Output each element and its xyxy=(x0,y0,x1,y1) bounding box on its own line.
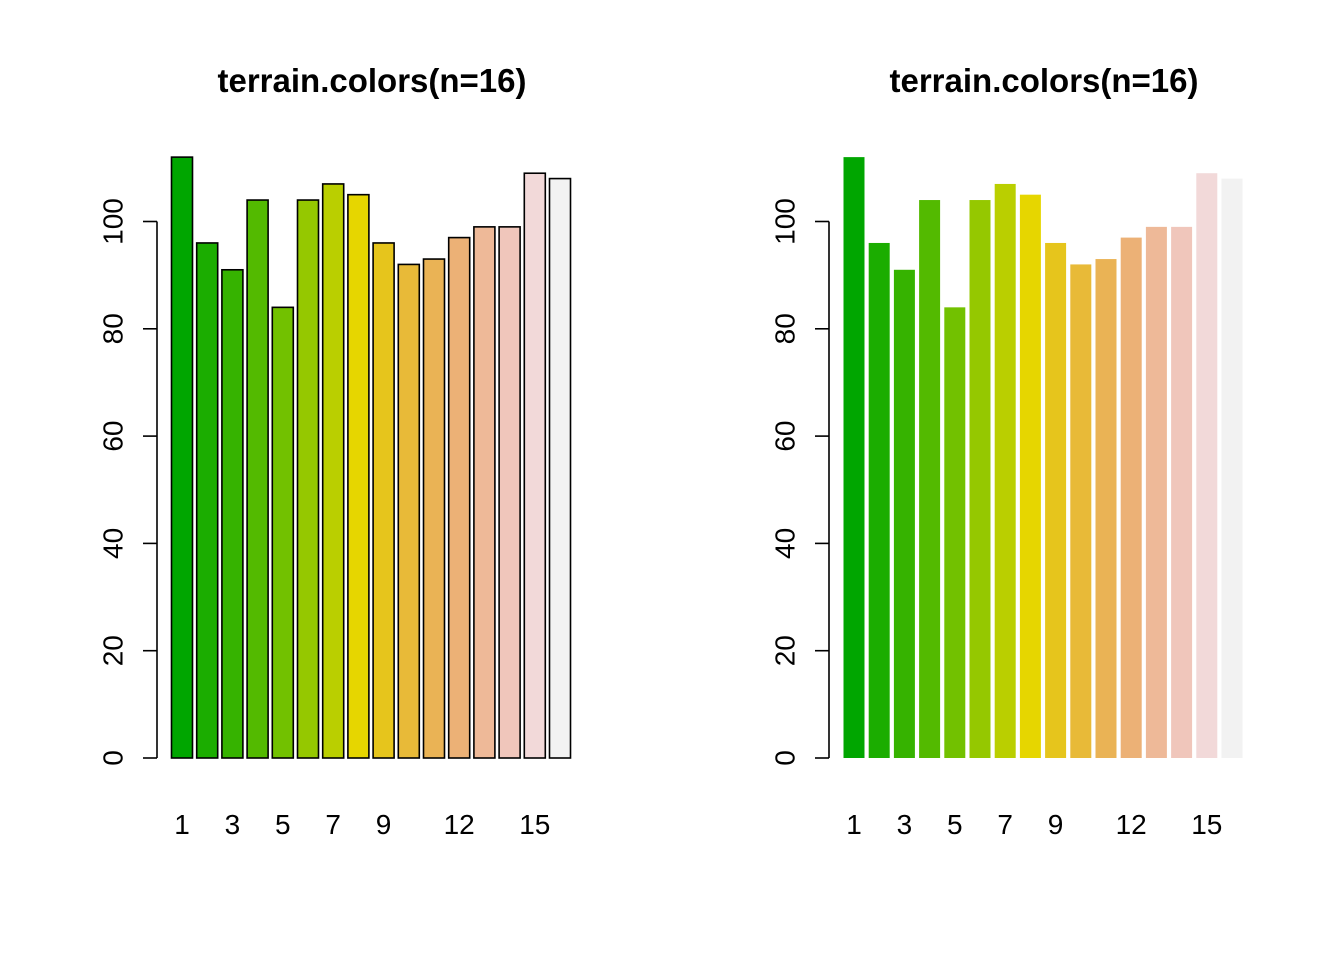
y-tick-label: 40 xyxy=(770,528,801,559)
x-tick-label: 15 xyxy=(519,809,550,840)
bar-7 xyxy=(321,183,345,759)
bar-14 xyxy=(498,226,521,759)
bar-1 xyxy=(843,157,865,758)
x-tick-label: 12 xyxy=(1116,809,1147,840)
bar-14 xyxy=(1171,226,1193,759)
x-tick-label: 15 xyxy=(1191,809,1222,840)
bar-2 xyxy=(195,242,219,759)
x-tick-label: 1 xyxy=(846,809,862,840)
bar-8 xyxy=(347,193,370,759)
x-tick-label: 9 xyxy=(376,809,392,840)
bar-4 xyxy=(246,199,269,759)
bar-6 xyxy=(296,199,320,759)
bar-9 xyxy=(372,242,395,759)
bar-3 xyxy=(893,269,915,758)
bar-12 xyxy=(1120,237,1142,759)
bar-6 xyxy=(969,200,991,759)
bar-10 xyxy=(1070,264,1092,758)
bar-9 xyxy=(1045,242,1067,758)
bar-8 xyxy=(1019,194,1041,759)
y-tick-label: 60 xyxy=(98,421,129,452)
bar-16 xyxy=(548,177,572,759)
x-tick-label: 1 xyxy=(174,809,190,840)
bar-10 xyxy=(397,263,421,759)
chart-title: terrain.colors(n=16) xyxy=(217,62,526,99)
bar-12 xyxy=(447,236,471,759)
left-bar-chart: terrain.colors(n=16) 0 20 40 60 80 100 1 3 5 7 9 12… xyxy=(98,62,572,840)
bar-4 xyxy=(919,200,941,759)
bar-7 xyxy=(994,183,1016,758)
y-tick-label: 60 xyxy=(770,421,801,452)
bar-3 xyxy=(221,268,244,759)
bar-13 xyxy=(473,226,496,759)
chart-title: terrain.colors(n=16) xyxy=(889,62,1198,99)
x-tick-label: 3 xyxy=(225,809,241,840)
x-tick-label: 9 xyxy=(1048,809,1064,840)
x-tick-label: 3 xyxy=(897,809,913,840)
y-tick-label: 40 xyxy=(98,528,129,559)
y-tick-label: 0 xyxy=(770,750,801,766)
bar-16 xyxy=(1221,178,1243,758)
bar-15 xyxy=(523,172,547,759)
bar-5 xyxy=(944,307,966,758)
y-tick-label: 0 xyxy=(98,750,129,766)
bar-11 xyxy=(1095,259,1117,758)
y-tick-label: 80 xyxy=(98,313,129,344)
y-tick-label: 100 xyxy=(98,198,129,245)
bar-13 xyxy=(1145,226,1167,759)
y-tick-label: 80 xyxy=(770,313,801,344)
right-bar-chart: terrain.colors(n=16) 0 20 40 60 80 100 1 3 5 7 9 12… xyxy=(770,62,1243,840)
bar-15 xyxy=(1196,173,1218,759)
bar-2 xyxy=(868,242,890,758)
x-tick-label: 5 xyxy=(275,809,291,840)
x-tick-label: 12 xyxy=(444,809,475,840)
y-tick-label: 20 xyxy=(98,635,129,666)
x-tick-label: 7 xyxy=(325,809,341,840)
y-tick-label: 20 xyxy=(770,635,801,666)
x-tick-label: 5 xyxy=(947,809,963,840)
y-tick-label: 100 xyxy=(770,198,801,245)
x-tick-label: 7 xyxy=(997,809,1013,840)
bar-5 xyxy=(271,306,295,759)
bar-11 xyxy=(422,258,446,759)
bar-1 xyxy=(170,156,194,759)
